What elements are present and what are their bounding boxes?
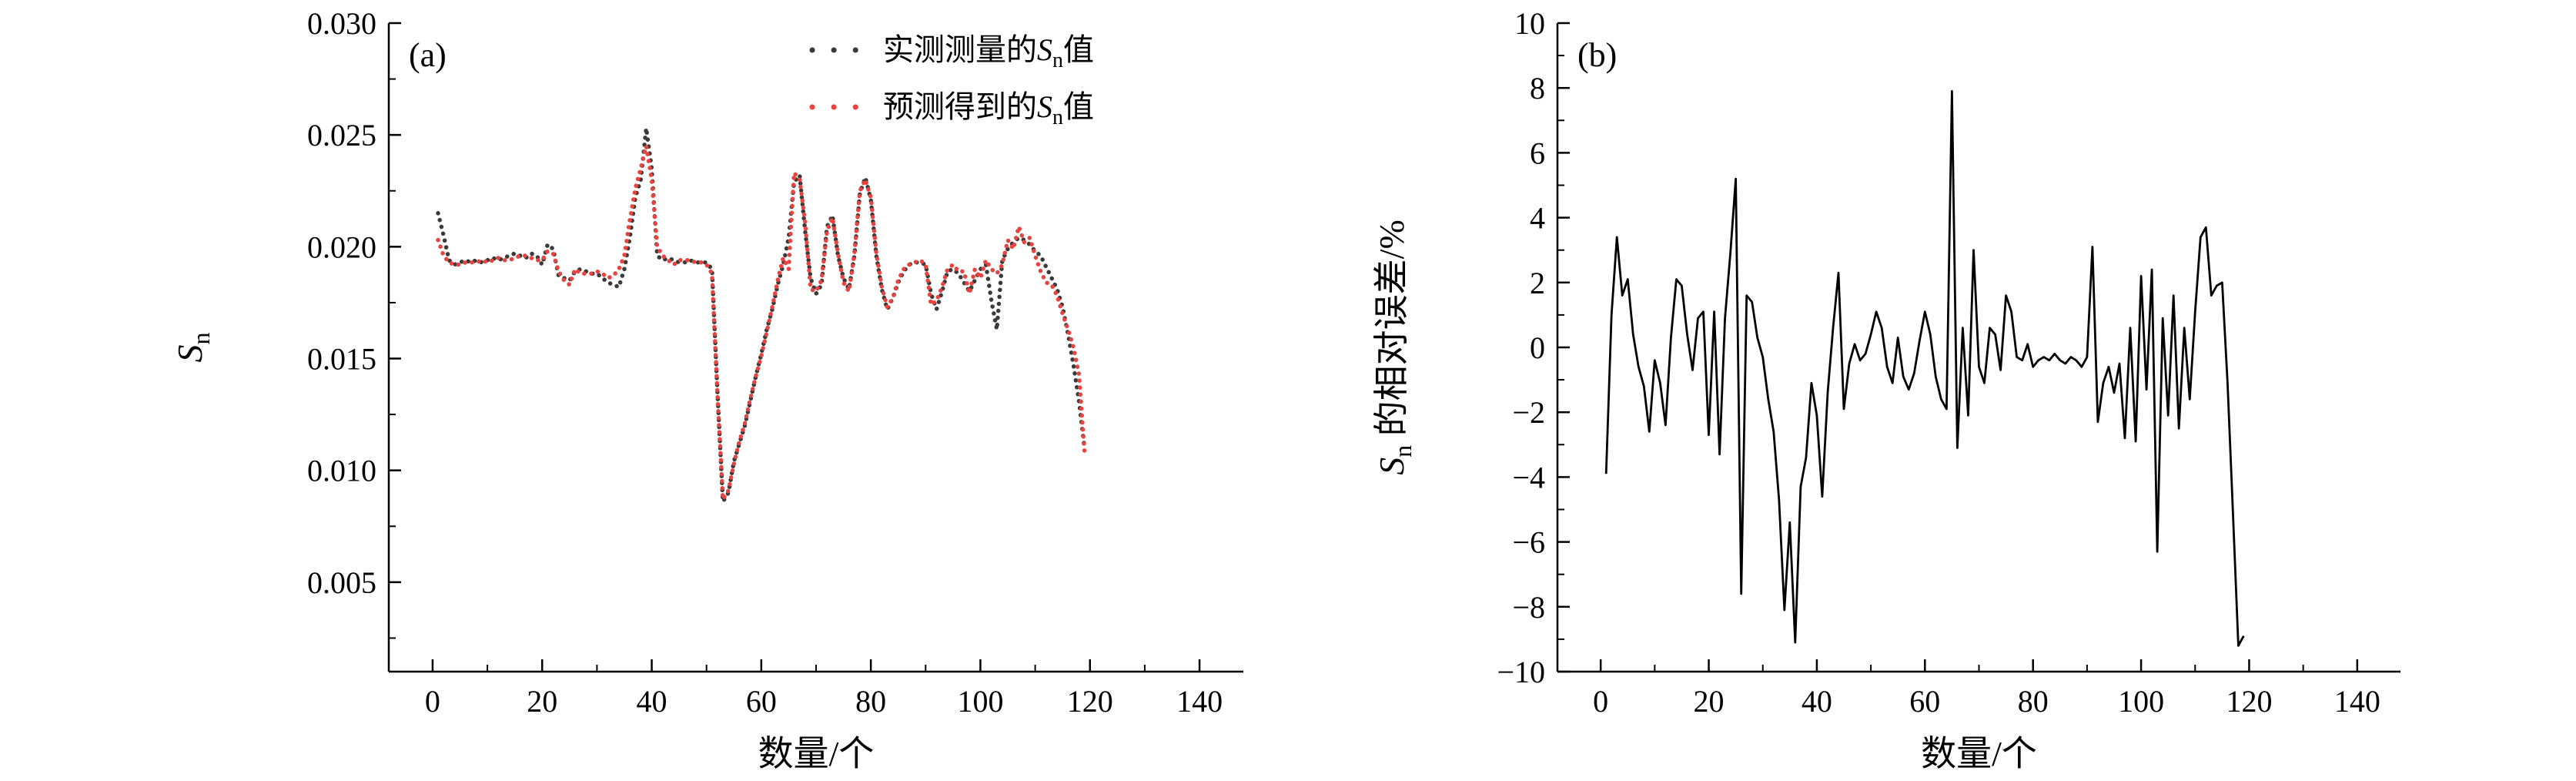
y-tick-label: 0.005 — [307, 565, 376, 600]
y-tick-label: −8 — [1512, 590, 1545, 625]
series-predicted — [436, 143, 1087, 502]
panel-b: 0 20 40 60 80 100 120 140 −10 −8 −6 −4 −2 0 2 4 6 8 10 数量/个… — [1288, 0, 2576, 781]
x-tick-label: 60 — [746, 684, 777, 719]
panel-b-chart: 0 20 40 60 80 100 120 140 −10 −8 −6 −4 −2 0 2 4 6 8 10 数量/个… — [1372, 6, 2400, 773]
series-measured — [436, 126, 1087, 504]
panel-letter: (b) — [1577, 36, 1617, 74]
x-tick-label: 120 — [1067, 684, 1113, 719]
panel-a-chart: 0 20 40 60 80 100 120 140 0.005 0.010 0.015 0.020 0.… — [170, 6, 1243, 773]
y-tick-label: 0.015 — [307, 342, 376, 377]
x-axis-label: 数量/个 — [1921, 734, 2037, 773]
y-tick-label: 10 — [1514, 6, 1545, 41]
y-tick-label: −2 — [1512, 395, 1545, 430]
panel-a: 0 20 40 60 80 100 120 140 0.005 0.010 0.015 0.020 0.… — [170, 6, 1243, 773]
y-tick-label: 0.020 — [307, 230, 376, 264]
y-axis-label: Sn — [170, 333, 215, 363]
x-tick-label: 20 — [1694, 684, 1725, 719]
y-tick-label: 0.030 — [307, 6, 376, 41]
y-tick-label: 2 — [1530, 266, 1545, 300]
x-tick-label: 100 — [957, 684, 1003, 719]
x-tick-label: 80 — [2018, 684, 2049, 719]
y-tick-label: 8 — [1530, 71, 1545, 106]
legend-label-predicted: 预测得到的Sn值 — [883, 89, 1094, 129]
x-tick-label: 100 — [2118, 684, 2164, 719]
y-tick-label: −10 — [1497, 655, 1545, 689]
y-axis-label: Sn 的相对误差/% — [1372, 220, 1417, 475]
y-tick-label: 6 — [1530, 136, 1545, 170]
x-tick-label: 140 — [1176, 684, 1223, 719]
x-tick-label: 60 — [1909, 684, 1940, 719]
series-relative-error — [1604, 90, 2245, 647]
axes: 0 20 40 60 80 100 120 140 0.005 0.010 0.015 0.020 0.… — [307, 6, 1243, 719]
x-tick-label: 0 — [425, 684, 440, 719]
y-tick-label: 0.010 — [307, 454, 376, 488]
y-tick-label: −4 — [1512, 460, 1545, 494]
x-tick-label: 80 — [855, 684, 886, 719]
x-axis-label: 数量/个 — [758, 734, 875, 773]
x-tick-label: 140 — [2334, 684, 2380, 719]
x-tick-label: 120 — [2226, 684, 2272, 719]
legend-label-measured: 实测测量的Sn值 — [883, 32, 1094, 72]
panel-letter: (a) — [409, 36, 447, 74]
x-tick-label: 40 — [1802, 684, 1832, 719]
y-tick-label: 4 — [1530, 201, 1545, 236]
y-tick-label: 0.025 — [307, 118, 376, 153]
y-tick-label: 0 — [1530, 330, 1545, 365]
x-tick-label: 0 — [1593, 684, 1608, 719]
axes: 0 20 40 60 80 100 120 140 −10 −8 −6 −4 −2 0 2 4 6 8 10 — [1497, 6, 2400, 719]
x-tick-label: 20 — [527, 684, 557, 719]
x-tick-label: 40 — [637, 684, 667, 719]
y-tick-label: −6 — [1512, 525, 1545, 560]
